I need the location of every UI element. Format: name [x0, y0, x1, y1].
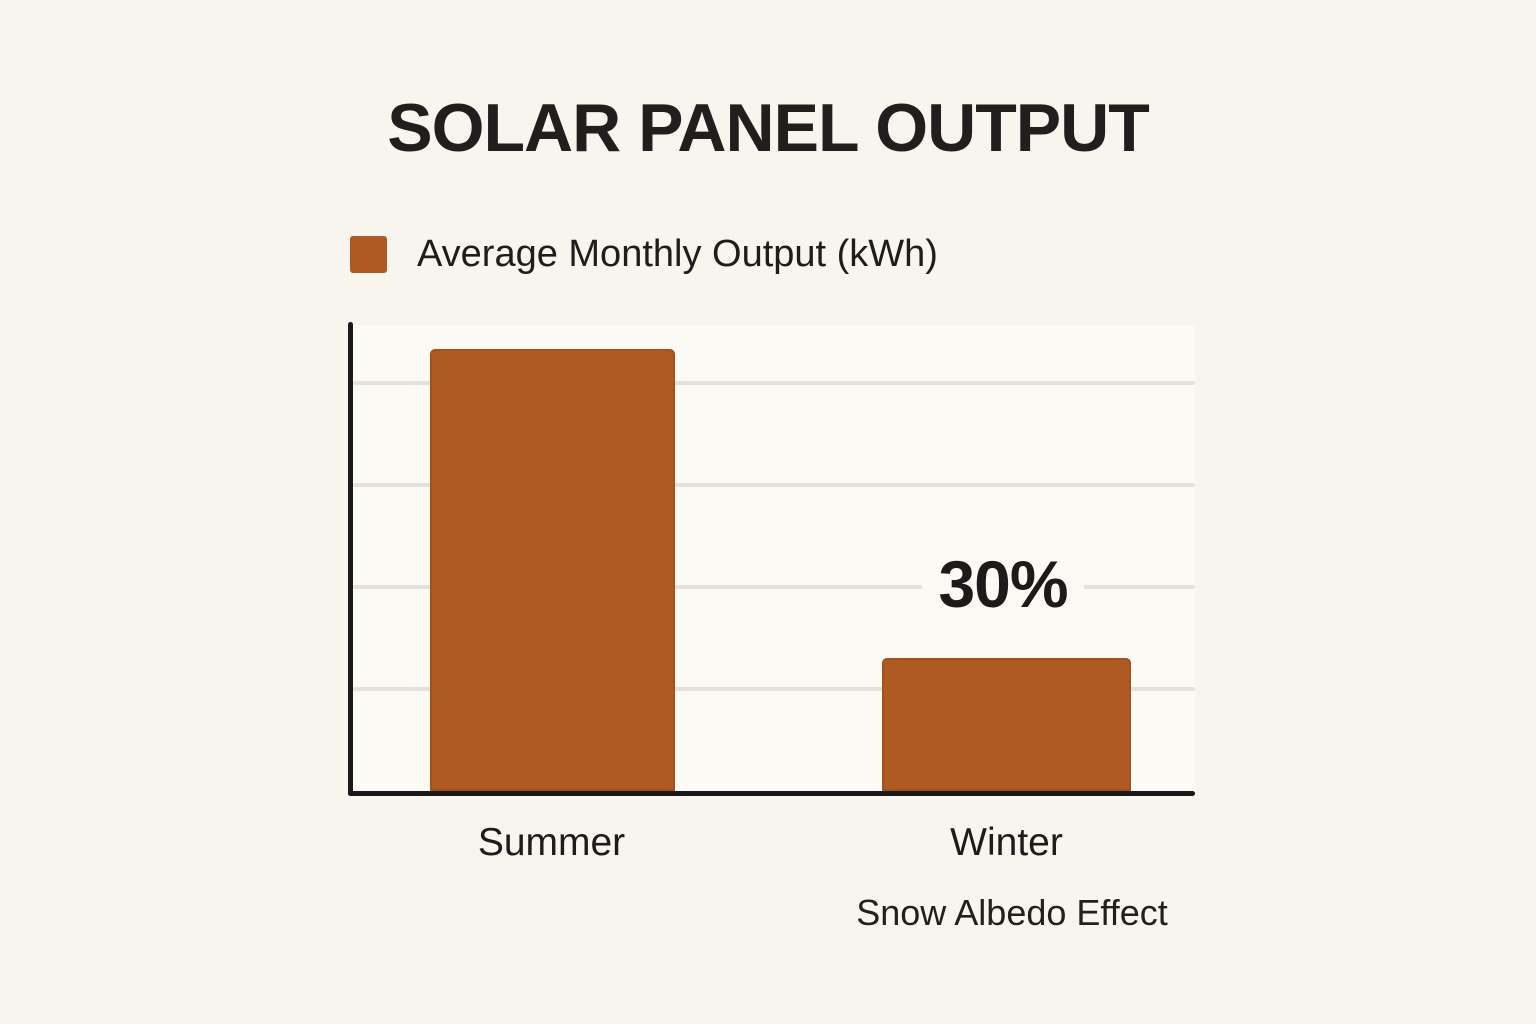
- bar-winter: [882, 658, 1131, 791]
- y-axis-line: [348, 322, 353, 796]
- winter-value-annotation: 30%: [853, 549, 1153, 620]
- gridline: [353, 687, 1195, 691]
- winter-value-label: 30%: [922, 549, 1084, 620]
- x-tick-label-summer: Summer: [477, 821, 626, 864]
- plot-area: 30%: [353, 325, 1195, 791]
- gridline: [353, 381, 1195, 385]
- legend: Average Monthly Output (kWh): [350, 233, 938, 275]
- x-axis-line: [348, 791, 1195, 796]
- gridline: [353, 483, 1195, 487]
- winter-sublabel: Snow Albedo Effect: [856, 892, 1168, 933]
- legend-swatch-icon: [350, 236, 387, 273]
- x-tick-label-winter: Winter: [950, 821, 1063, 864]
- bar-summer: [430, 349, 675, 791]
- chart-title: SOLAR PANEL OUTPUT: [387, 90, 1150, 166]
- gridline: [353, 585, 1195, 589]
- legend-label: Average Monthly Output (kWh): [417, 233, 938, 275]
